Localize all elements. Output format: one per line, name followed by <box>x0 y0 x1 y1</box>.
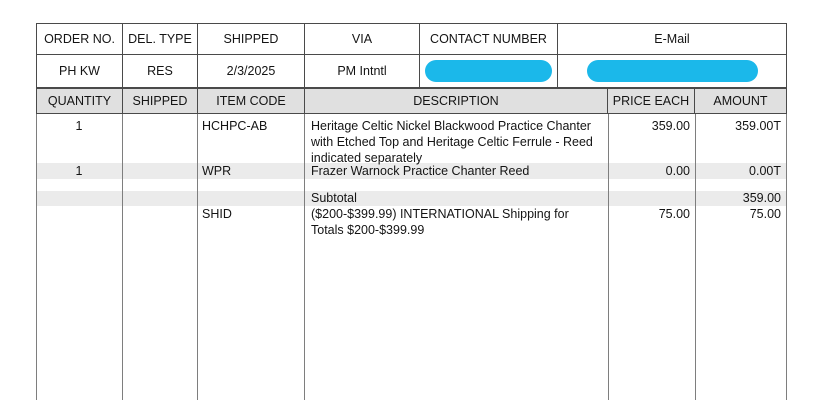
shipped-column-header: SHIPPED <box>123 89 198 113</box>
shipped-header: SHIPPED <box>198 24 305 55</box>
subtotal-label: Subtotal <box>311 191 357 205</box>
order-info-value-row: PH KW RES 2/3/2025 PM Intntl <box>37 55 786 87</box>
via-header: VIA <box>305 24 420 55</box>
items-header-row: QUANTITY SHIPPED ITEM CODE DESCRIPTION P… <box>36 88 787 114</box>
row3-item-code: SHID <box>202 207 232 221</box>
row1-amount: 359.00T <box>735 119 781 133</box>
contact-number-cell <box>420 55 558 87</box>
row1-description-line: Heritage Celtic Nickel Blackwood Practic… <box>311 119 591 133</box>
column-line <box>695 114 696 400</box>
row3-description-line: ($200-$399.99) INTERNATIONAL Shipping fo… <box>311 207 569 221</box>
amount-column-header: AMOUNT <box>713 94 768 108</box>
row2-item-code: WPR <box>202 164 232 178</box>
del-type-value: RES <box>123 55 198 87</box>
email-redaction-bar <box>586 60 758 82</box>
item-code-column-header: ITEM CODE <box>198 89 305 113</box>
row2-amount: 0.00T <box>749 164 781 178</box>
subtotal-amount: 359.00 <box>742 191 781 205</box>
contact-number-redaction-bar <box>425 60 552 82</box>
column-line <box>197 114 198 400</box>
column-line <box>122 114 123 400</box>
row3-description: ($200-$399.99) INTERNATIONAL Shipping fo… <box>311 206 603 238</box>
row1-description-line: indicated separately <box>311 151 423 165</box>
row1-description: Heritage Celtic Nickel Blackwood Practic… <box>311 118 603 166</box>
row1-description-line: with Etched Top and Heritage Celtic Ferr… <box>311 135 593 149</box>
email-cell <box>558 55 786 87</box>
row1-quantity: 1 <box>75 119 83 133</box>
description-column-header: DESCRIPTION <box>305 89 608 113</box>
email-header: E-Mail <box>558 24 786 55</box>
row3-price-each: 75.00 <box>658 207 690 221</box>
column-line <box>608 114 609 400</box>
row2-quantity: 1 <box>75 164 83 178</box>
del-type-header: DEL. TYPE <box>123 24 198 55</box>
row1-price-each: 359.00 <box>651 119 690 133</box>
price-each-column-header: PRICE EACH <box>608 89 695 113</box>
row3-description-line: Totals $200-$399.99 <box>311 223 425 237</box>
row2-price-each: 0.00 <box>665 164 690 178</box>
order-no-header: ORDER NO. <box>37 24 123 55</box>
contact-number-header: CONTACT NUMBER <box>420 24 558 55</box>
row-stripe-background <box>37 163 786 179</box>
via-value: PM Intntl <box>305 55 420 87</box>
order-info-table: ORDER NO. DEL. TYPE SHIPPED VIA CONTACT … <box>36 23 787 88</box>
row1-item-code: HCHPC-AB <box>202 119 268 133</box>
items-body: 1 HCHPC-AB Heritage Celtic Nickel Blackw… <box>36 114 787 400</box>
column-line <box>786 114 787 400</box>
row2-description: Frazer Warnock Practice Chanter Reed <box>311 164 530 178</box>
column-line <box>304 114 305 400</box>
column-line <box>36 114 37 400</box>
subtotal-stripe-background <box>37 191 786 206</box>
quantity-column-header: QUANTITY <box>37 89 123 113</box>
row3-amount: 75.00 <box>749 207 781 221</box>
order-info-label-row: ORDER NO. DEL. TYPE SHIPPED VIA CONTACT … <box>37 24 786 55</box>
order-no-value: PH KW <box>37 55 123 87</box>
shipped-value: 2/3/2025 <box>198 55 305 87</box>
